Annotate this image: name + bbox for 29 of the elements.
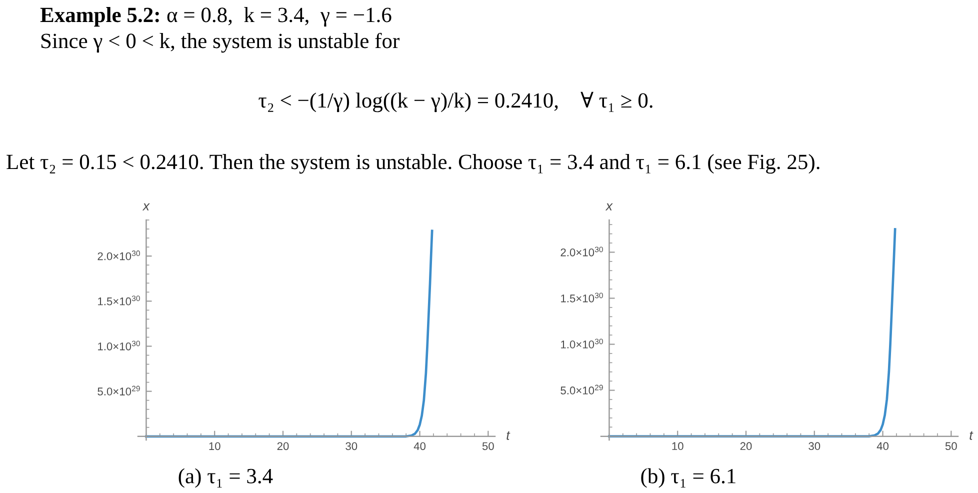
text: Let τ₂ = 0.15 < 0.2410. Then the system is unstable. Choose τ₁ = 3.4 and τ₁ = 6.1 (see Fig. 25). <box>6 154 820 174</box>
x-tick-label: 20 <box>740 442 752 450</box>
y-tick-label: 2.0×10$^{30}$ <box>560 246 603 256</box>
y-tick-label: 5.0×10$^{29}$ <box>98 386 140 396</box>
x-tick-label: 40 <box>414 442 426 450</box>
y-axis-title: x <box>142 203 150 210</box>
text: Since γ < 0 < k, the system is unstable for <box>41 32 400 53</box>
y-tick-label: 2.0×10$^{30}$ <box>98 250 140 260</box>
y-tick-label: 1.5×10$^{30}$ <box>98 296 140 306</box>
x-tick-label: 10 <box>672 442 684 450</box>
chart-title: Example 5.2: <box>40 7 159 27</box>
x-axis-title: t <box>970 431 974 440</box>
y-tick-label: 1.0×10$^{30}$ <box>98 340 140 350</box>
y-tick-label: 1.5×10$^{30}$ <box>561 292 603 302</box>
y-tick-label: 1.0×10$^{30}$ <box>561 338 603 348</box>
x-tick-label: 20 <box>277 442 289 450</box>
x-tick-label: 50 <box>482 442 494 450</box>
x-tick-label: 50 <box>945 442 957 450</box>
text: (a) τ₁ = 3.4 <box>178 468 273 488</box>
y-axis-title: x <box>605 203 613 210</box>
x-tick-label: 30 <box>808 442 820 450</box>
x-tick-label: 30 <box>346 442 358 450</box>
text: τ₂ < −(1/γ) log((k − γ)/k) = 0.2410, ∀ τ₁ ≥ 0. <box>258 92 652 112</box>
text: (b) τ₁ = 6.1 <box>641 468 736 488</box>
x-axis-title: t <box>506 431 510 440</box>
y-tick-label: 5.0×10$^{29}$ <box>560 384 603 394</box>
x-tick-label: 10 <box>209 442 220 450</box>
chart-subtitle: α = 0.8, k = 3.4, γ = −1.6 <box>167 7 392 27</box>
x-tick-label: 40 <box>876 442 889 450</box>
